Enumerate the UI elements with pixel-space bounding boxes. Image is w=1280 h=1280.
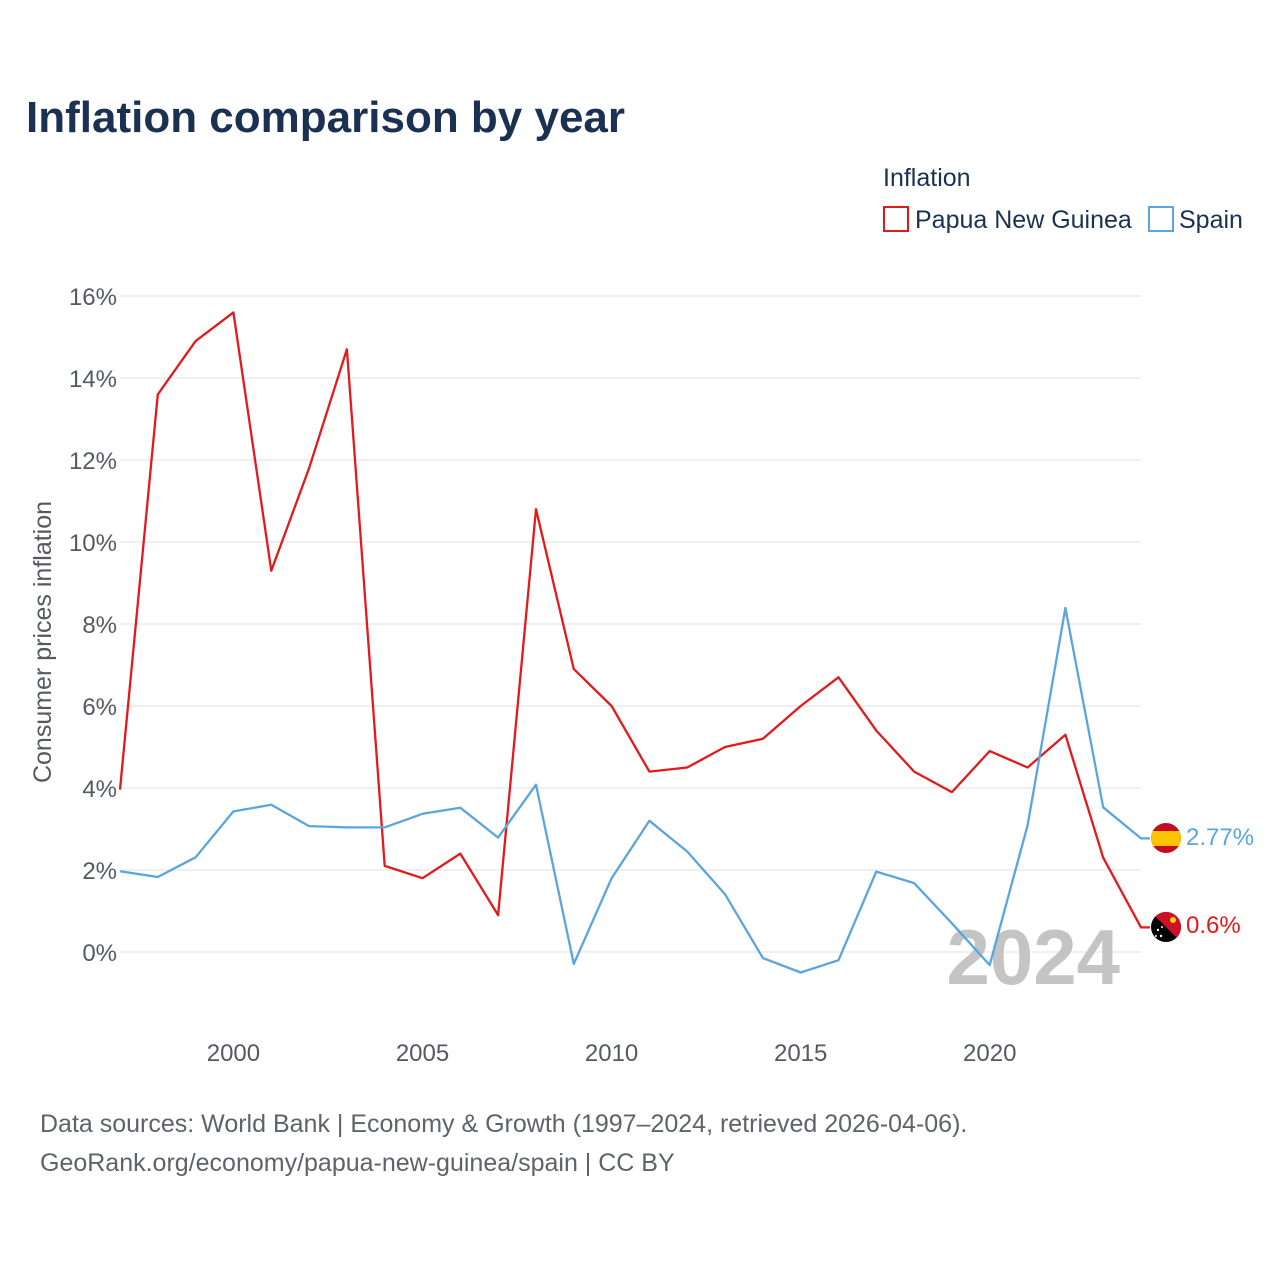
chart-title: Inflation comparison by year [26,93,625,142]
y-tick-label: 2% [82,858,117,885]
series-line-papua-new-guinea [118,311,1150,929]
y-tick-label: 16% [69,284,117,311]
legend-label-papua-new-guinea: Papua New Guinea [915,206,1132,234]
y-tick-label: 12% [69,448,117,475]
series-line-spain [119,606,1150,974]
x-tick-label: 2015 [774,1040,827,1067]
png-end-marker: 0.6% [1151,912,1241,942]
y-tick-label: 4% [82,776,117,803]
legend-label-spain: Spain [1179,206,1243,234]
source-line-1: Data sources: World Bank | Economy & Gro… [40,1110,967,1138]
spain-end-value: 2.77% [1186,824,1254,851]
legend-title: Inflation [883,164,971,192]
legend-swatch-spain [1148,206,1174,232]
gridlines [120,295,1141,953]
x-tick-label: 2020 [963,1040,1016,1067]
x-tick-label: 2000 [207,1040,260,1067]
x-tick-label: 2005 [396,1040,449,1067]
y-tick-label: 10% [69,530,117,557]
x-axis-ticks: 2000 2005 2010 2015 2020 [207,1040,1017,1067]
y-tick-label: 0% [82,940,117,967]
source-line-2: GeoRank.org/economy/papua-new-guinea/spa… [40,1149,675,1177]
y-tick-label: 8% [82,612,117,639]
y-tick-label: 6% [82,694,117,721]
y-axis-ticks: 0% 2% 4% 6% 8% 10% 12% 14% 16% [69,284,117,967]
watermark-year: 2024 [946,913,1120,1001]
png-end-value: 0.6% [1186,912,1241,939]
spain-end-marker: 2.77% [1151,823,1254,853]
papua-new-guinea-flag-icon [1151,912,1181,942]
legend-swatch-papua-new-guinea [883,206,909,232]
series-lines [118,311,1150,974]
y-tick-label: 14% [69,366,117,393]
x-tick-label: 2010 [585,1040,638,1067]
legend: Inflation Papua New Guinea Spain [883,164,1243,234]
spain-flag-icon [1151,823,1181,853]
y-axis-label: Consumer prices inflation [29,501,57,783]
